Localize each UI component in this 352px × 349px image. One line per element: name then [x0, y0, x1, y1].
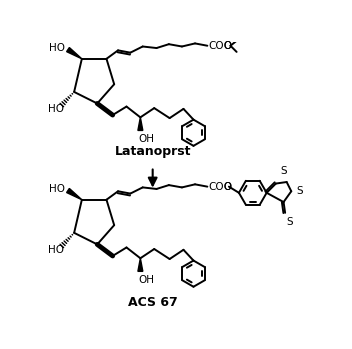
Text: ACS 67: ACS 67 — [128, 296, 177, 309]
Text: HO: HO — [50, 43, 65, 53]
Text: S: S — [296, 186, 302, 196]
Text: Latanoprst: Latanoprst — [114, 146, 191, 158]
Text: HO: HO — [48, 104, 64, 114]
Text: OH: OH — [139, 275, 155, 285]
Text: COO: COO — [208, 181, 232, 192]
Polygon shape — [138, 258, 143, 271]
Text: HO: HO — [50, 184, 65, 194]
Text: O: O — [224, 181, 232, 192]
Polygon shape — [138, 117, 143, 131]
Polygon shape — [67, 188, 82, 200]
Text: O: O — [224, 41, 232, 51]
Text: HO: HO — [48, 245, 64, 255]
Text: OH: OH — [139, 134, 155, 144]
Text: S: S — [286, 217, 293, 228]
Polygon shape — [67, 47, 82, 59]
Text: S: S — [280, 166, 287, 176]
Text: COO: COO — [208, 41, 232, 51]
